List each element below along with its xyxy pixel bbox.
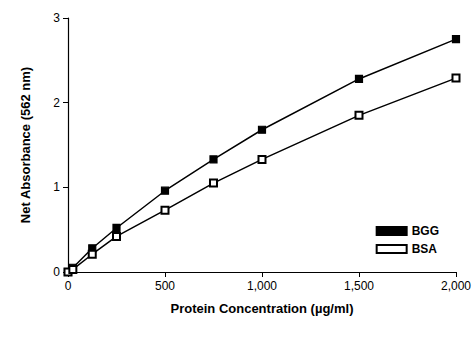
- svg-text:3: 3: [53, 11, 60, 25]
- svg-text:BSA: BSA: [412, 242, 438, 256]
- svg-text:2: 2: [53, 96, 60, 110]
- svg-text:500: 500: [155, 279, 175, 293]
- svg-text:Net Absorbance (562 nm): Net Absorbance (562 nm): [18, 67, 33, 223]
- svg-text:1,500: 1,500: [344, 279, 374, 293]
- svg-text:1: 1: [53, 180, 60, 194]
- svg-text:Protein Concentration (µg/ml): Protein Concentration (µg/ml): [170, 301, 353, 316]
- svg-text:2,000: 2,000: [441, 279, 471, 293]
- svg-text:0: 0: [65, 279, 72, 293]
- svg-text:1,000: 1,000: [247, 279, 277, 293]
- svg-text:BGG: BGG: [412, 224, 439, 238]
- svg-text:0: 0: [53, 265, 60, 279]
